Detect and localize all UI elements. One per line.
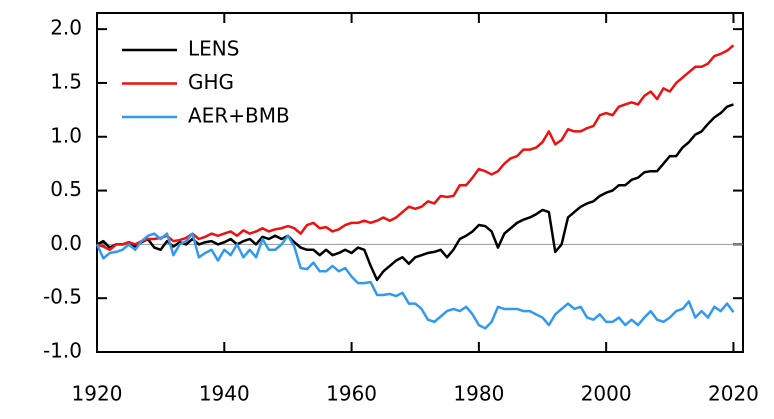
x-tick-label: 1920 (72, 382, 123, 406)
data-line (96, 103, 734, 282)
data-line (96, 44, 735, 252)
y-tick-label: 0.0 (50, 231, 82, 255)
y-tick-label: -1.0 (43, 339, 82, 363)
data-line (95, 232, 735, 330)
plot-frame (96, 12, 744, 353)
x-tick-label: 1980 (453, 382, 504, 406)
legend-label: LENS (188, 37, 239, 61)
x-tick-label: 1960 (326, 382, 377, 406)
legend-label: GHG (188, 70, 234, 94)
x-tick-label: 2020 (708, 382, 759, 406)
y-tick-label: 0.5 (50, 177, 82, 201)
y-tick-label: 1.0 (50, 123, 82, 147)
y-tick-label: 1.5 (50, 69, 82, 93)
x-tick-label: 2000 (581, 382, 632, 406)
y-tick-label: 2.0 (50, 16, 82, 40)
x-tick-label: 1940 (199, 382, 250, 406)
legend-label: AER+BMB (188, 104, 290, 128)
y-tick-label: -0.5 (43, 285, 82, 309)
